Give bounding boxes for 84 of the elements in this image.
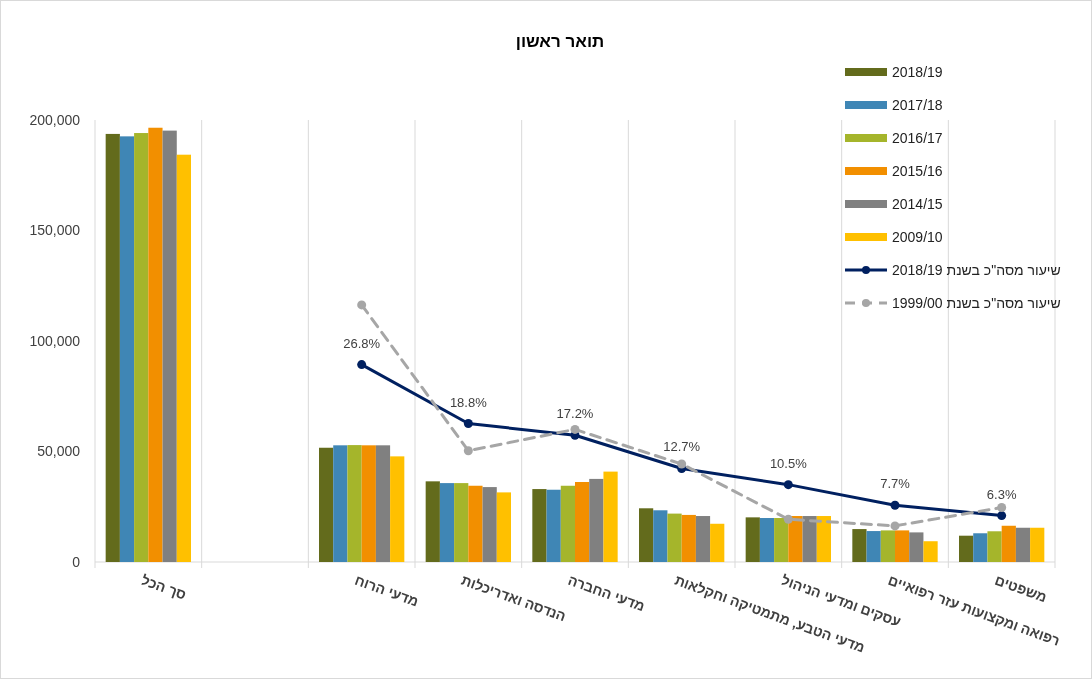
bar [788, 516, 803, 562]
y-tick-label: 50,000 [37, 443, 81, 460]
bar [695, 516, 711, 562]
bar [347, 445, 362, 562]
bar [134, 133, 149, 562]
point [463, 419, 473, 429]
point [783, 514, 793, 524]
bar [802, 516, 817, 562]
legend-label: 2014/15 [892, 195, 943, 212]
bar [852, 529, 867, 562]
bar [895, 530, 910, 562]
bar [560, 485, 575, 562]
data-label: 17.2% [556, 406, 594, 422]
legend-label: שיעור מסה"כ בשנת 1999/00 [892, 294, 1061, 311]
bar [390, 456, 405, 562]
legend-label: 2017/18 [892, 96, 943, 113]
bar [361, 445, 376, 562]
bar [923, 541, 938, 562]
point [890, 521, 900, 531]
point [890, 500, 900, 510]
bar [496, 492, 511, 562]
bar [710, 523, 725, 562]
bar [589, 478, 604, 562]
legend-label: 2016/17 [892, 129, 943, 146]
data-label: 12.7% [663, 439, 701, 455]
data-label: 7.7% [880, 476, 911, 492]
bar [319, 447, 334, 562]
bar [333, 445, 348, 562]
x-tick-label: סך הכל [139, 571, 189, 603]
bar [1001, 525, 1016, 562]
data-label: 10.5% [769, 455, 808, 471]
data-label: 26.8% [343, 335, 381, 351]
bar [148, 127, 163, 562]
bar [816, 516, 831, 562]
bar [454, 483, 469, 562]
bar [1015, 527, 1031, 562]
bar [1030, 527, 1045, 562]
bar [880, 530, 895, 562]
y-tick-label: 100,000 [29, 332, 81, 349]
bar [105, 133, 120, 562]
bar [774, 518, 789, 562]
bar [759, 518, 775, 562]
bar [162, 130, 177, 562]
point [357, 360, 367, 370]
bar [987, 531, 1002, 562]
data-label: 18.8% [449, 394, 488, 410]
y-tick-label: 200,000 [29, 111, 81, 128]
bar [909, 532, 924, 562]
point [463, 446, 473, 456]
bar [482, 487, 497, 562]
bar [425, 481, 440, 562]
legend-label: 2009/10 [892, 228, 943, 245]
bar [532, 489, 547, 562]
legend-label: 2018/19 [892, 63, 943, 80]
bar [959, 535, 974, 562]
point [570, 424, 580, 434]
legend-label: שיעור מסה"כ בשנת 2018/19 [892, 261, 1061, 278]
x-tick-label: מדעי הרוח [352, 571, 421, 610]
y-tick-label: 150,000 [29, 222, 81, 239]
legend-label: 2015/16 [892, 162, 943, 179]
data-label: 6.3% [986, 486, 1017, 502]
point [997, 502, 1007, 512]
bar [575, 482, 590, 562]
bar [653, 510, 668, 562]
point [997, 511, 1007, 521]
bar [866, 531, 881, 562]
bar [176, 154, 191, 562]
x-tick-label: משפטים [992, 571, 1049, 606]
bar [639, 508, 654, 562]
point [357, 300, 367, 310]
bar [546, 489, 561, 562]
bar [681, 514, 696, 562]
point [783, 480, 793, 490]
bar [439, 483, 455, 562]
bar [745, 517, 760, 562]
chart-title: תואר ראשון [515, 32, 605, 51]
bar [603, 471, 618, 562]
bar [375, 445, 391, 562]
bar [468, 485, 483, 562]
point [677, 459, 687, 469]
bar [119, 136, 135, 562]
bar [973, 533, 988, 562]
bar [667, 513, 682, 562]
y-tick-label: 0 [72, 553, 81, 570]
